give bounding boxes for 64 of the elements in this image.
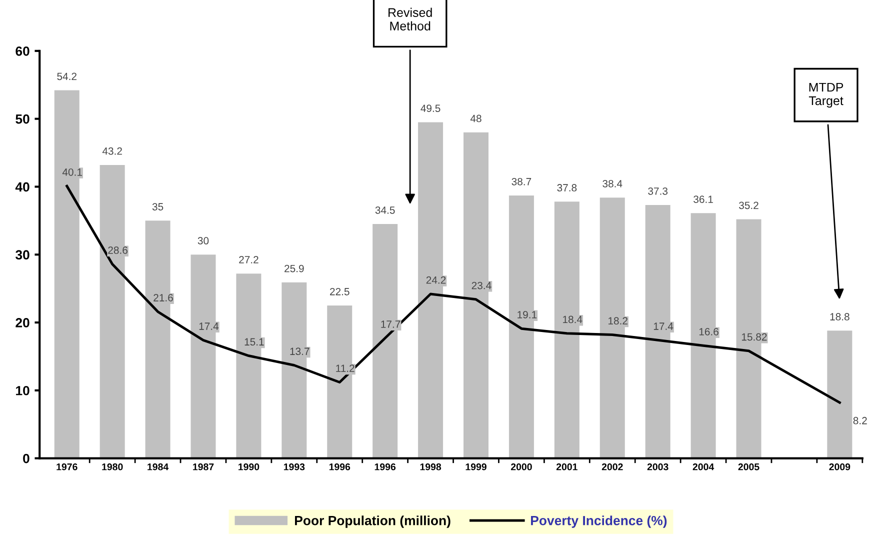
data-label: 49.5 [420, 104, 440, 112]
data-label: 8.2 [853, 416, 867, 424]
x-tick-label: 1976 [56, 463, 78, 470]
x-tick-label: 2005 [738, 463, 760, 470]
data-label: 40.1 [62, 168, 82, 176]
data-label: 16.6 [699, 328, 718, 336]
data-label: 18.8 [830, 313, 850, 320]
legend-label: Poor Population (million) [295, 516, 450, 528]
x-tick-label: 2009 [829, 463, 850, 470]
data-label: 17.7 [381, 320, 400, 328]
x-tick-label: 1996 [329, 463, 350, 470]
data-label: 22.5 [330, 288, 350, 296]
x-tick-label: 1987 [193, 463, 214, 470]
x-tick-label: 1990 [238, 463, 260, 470]
x-tick-label: 2003 [647, 463, 668, 470]
data-label: 37.8 [557, 184, 577, 192]
data-label: 43.2 [102, 147, 122, 155]
data-label: 23.4 [472, 282, 492, 290]
data-label: 15.1 [244, 338, 264, 346]
y-tick-label: 20 [16, 318, 30, 328]
data-label: 36.1 [694, 196, 713, 203]
data-label: 34.5 [375, 206, 395, 214]
bar [827, 330, 852, 458]
annotation: MTDP Target [808, 82, 844, 108]
x-tick-label: 2001 [556, 463, 578, 470]
x-tick-label: 1993 [284, 463, 305, 470]
x-tick-label: 1999 [466, 463, 486, 470]
data-label: 17.4 [654, 322, 674, 330]
data-label: 38.4 [602, 180, 622, 188]
bar [327, 306, 352, 458]
data-label: 25.9 [284, 264, 304, 272]
data-label: 54.2 [57, 72, 76, 80]
y-tick-label: 40 [15, 182, 30, 192]
data-label: 17.4 [199, 322, 219, 330]
x-tick-label: 1980 [102, 463, 123, 470]
y-tick-label: 50 [16, 114, 30, 124]
legend-label: Poverty Incidence (%) [531, 516, 667, 528]
x-tick-label: 1998 [420, 463, 442, 470]
data-label: 13.7 [290, 348, 310, 356]
data-label: 18.2 [608, 317, 628, 325]
x-tick-label: 2002 [602, 463, 623, 470]
data-label: 35 [152, 203, 164, 210]
x-tick-label: 2000 [510, 463, 532, 470]
data-label: 35.2 [739, 202, 758, 210]
data-label: 37.3 [648, 187, 668, 195]
y-tick-label: 30 [16, 250, 30, 260]
data-label: 30 [198, 237, 209, 244]
data-label: 24.2 [426, 276, 446, 284]
data-label: 15.82 [742, 333, 767, 341]
x-tick-label: 1984 [148, 463, 169, 470]
data-label: 11.2 [336, 364, 354, 372]
data-label: 28.6 [108, 246, 128, 254]
data-label: 21.6 [154, 294, 173, 302]
y-tick-label: 10 [16, 386, 30, 396]
data-label: 18.4 [563, 316, 582, 324]
data-label: 19.1 [518, 311, 537, 318]
y-tick-label: 0 [23, 454, 30, 464]
y-tick-label: 60 [16, 46, 30, 56]
data-label: 27.2 [239, 256, 258, 264]
x-tick-label: 1996 [374, 463, 396, 470]
x-tick-label: 2004 [692, 463, 714, 470]
data-label: 48 [470, 114, 482, 122]
text: Revised Method [388, 8, 432, 30]
data-label: 38.7 [512, 178, 532, 186]
